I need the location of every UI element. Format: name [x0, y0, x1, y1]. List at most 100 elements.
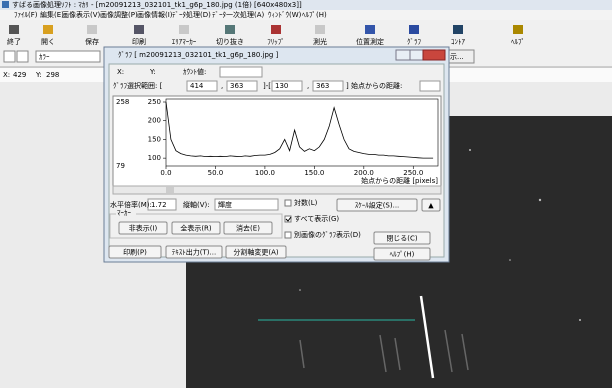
- tool-label[interactable]: 位置測定: [356, 37, 384, 46]
- y-label: Y:: [35, 71, 42, 79]
- tool-icon: [134, 25, 144, 34]
- tool-label[interactable]: ﾍﾙﾌﾟ: [511, 38, 525, 46]
- range-label: ｸﾞﾗﾌ選択範囲: [: [113, 81, 163, 90]
- menu-item: 画像情報(I): [137, 10, 173, 19]
- star: [509, 259, 511, 261]
- distance-label: ] 始点からの距離:: [346, 81, 402, 90]
- tool-label[interactable]: 保存: [85, 37, 99, 46]
- y-label: Y:: [149, 68, 156, 76]
- menu-item: ﾌｧｲﾙ(F): [14, 11, 38, 19]
- tool-icon: [271, 25, 281, 34]
- maximize-button[interactable]: [410, 50, 423, 60]
- tool-icon: [365, 25, 375, 34]
- x-tick-label: 200.0: [354, 169, 374, 177]
- count-label: ｶｳﾝﾄ値:: [183, 67, 206, 76]
- h-scale-value: 1.72: [151, 201, 167, 209]
- minimize-button[interactable]: [396, 50, 410, 60]
- count-box: [220, 67, 262, 77]
- range-value: 363: [230, 82, 243, 90]
- window-title: すばる画像処理ｿﾌﾄ : ﾏｶﾘ - [m20091213_032101_tk1…: [12, 0, 302, 9]
- range-value: 130: [275, 82, 288, 90]
- tool-icon: [179, 25, 189, 34]
- range-value: 414: [190, 82, 204, 90]
- v-axis-label: 縦軸(V):: [183, 200, 210, 209]
- tool-label[interactable]: ﾌﾘｯﾌﾟ: [267, 38, 285, 46]
- scroll-thumb[interactable]: [166, 187, 174, 193]
- tool-label[interactable]: 開く: [41, 38, 55, 46]
- button-label: 全表示(R): [180, 224, 212, 233]
- button-label[interactable]: 印刷(P): [123, 249, 147, 257]
- star: [299, 289, 301, 291]
- button-label[interactable]: ﾃｷｽﾄ出力(T)...: [172, 248, 216, 257]
- zoom-out-button[interactable]: [17, 51, 28, 62]
- screen: すばる画像処理ｿﾌﾄ : ﾏｶﾘ - [m20091213_032101_tk1…: [0, 0, 612, 388]
- tool-icon: [225, 25, 235, 34]
- tool-icon: [513, 25, 523, 34]
- tool-icon: [315, 25, 325, 34]
- button-label[interactable]: ﾍﾙﾌﾟ(H): [390, 251, 415, 259]
- checkbox-label: 別画像のｸﾞﾗﾌ表示(D): [294, 230, 361, 239]
- star: [579, 319, 581, 321]
- range-separator: ]-[: [263, 82, 271, 90]
- x-tick-label: 50.0: [208, 169, 224, 177]
- x-tick-label: 250.0: [403, 169, 423, 177]
- x-tick-label: 100.0: [255, 169, 275, 177]
- range-value: 363: [316, 82, 329, 90]
- color-select-label: ｶﾗｰ: [39, 53, 50, 61]
- y-tick-label: 100: [148, 154, 161, 162]
- x-label: X:: [117, 68, 124, 76]
- y-tick-label: 150: [148, 135, 161, 143]
- y-tick-label: 250: [148, 98, 161, 106]
- button-label: 分割軸変更(A): [233, 248, 279, 257]
- checkbox[interactable]: [285, 232, 291, 238]
- tool-icon: [43, 25, 53, 34]
- y-limit-label: 79: [116, 162, 125, 170]
- tool-label[interactable]: 測光: [313, 37, 327, 46]
- x-axis-label: 始点からの距離 [pixels]: [361, 176, 438, 185]
- x-tick-label: 150.0: [304, 169, 324, 177]
- dialog-title: ｸﾞﾗﾌ [ m20091213_032101_tk1_g6p_180.jpg …: [118, 51, 279, 59]
- tool-label[interactable]: ｴﾘｱﾏｰｶｰ: [172, 38, 197, 46]
- y-tick-label: 200: [148, 117, 161, 125]
- scrollbar[interactable]: [113, 186, 441, 194]
- menu-item: ﾃﾞｰﾀ処理(D): [172, 10, 211, 19]
- range-separator: ,: [307, 82, 309, 90]
- button-label[interactable]: 消去(E): [236, 224, 260, 233]
- tool-label[interactable]: ｺﾝﾄｱ: [451, 38, 465, 46]
- button-label[interactable]: ▲: [428, 202, 434, 210]
- tool-icon: [409, 25, 419, 34]
- x-tick-label: 0.0: [160, 169, 171, 177]
- h-scale-label: 水平倍率(M):: [110, 200, 152, 209]
- checkbox[interactable]: [285, 200, 291, 206]
- menu-item: 編集(E): [40, 10, 64, 19]
- distance-box: [420, 81, 440, 91]
- star: [539, 199, 541, 201]
- button-label[interactable]: 閉じる(C): [386, 235, 418, 243]
- tool-icon: [9, 25, 19, 34]
- display-button-label: 示...: [450, 53, 464, 61]
- menu-item: ﾃﾞｰﾀ一次処理(A): [212, 10, 265, 19]
- marker-label: ﾏｰｶｰ: [117, 209, 131, 217]
- app-icon: [2, 1, 9, 8]
- tool-label[interactable]: 印刷: [132, 38, 146, 46]
- menu-item: ｳｨﾝﾄﾞｳ(W): [268, 11, 302, 19]
- tool-icon: [87, 25, 97, 34]
- tool-label[interactable]: 切り抜き: [216, 37, 244, 46]
- x-label: X:: [3, 71, 10, 79]
- button-label[interactable]: ｽｹｰﾙ設定(S)...: [355, 201, 400, 210]
- star: [469, 149, 471, 151]
- y-value: 298: [46, 71, 59, 79]
- menu-item: 画像表示(V): [62, 10, 101, 19]
- x-value: 429: [13, 71, 26, 79]
- tool-label[interactable]: 終了: [7, 37, 21, 46]
- checkbox-label: すべて表示(G): [294, 214, 339, 223]
- menu-item: ﾍﾙﾌﾟ(H): [302, 11, 327, 19]
- tool-label[interactable]: ｸﾞﾗﾌ: [407, 38, 421, 46]
- menu-item: 画像調整(P): [100, 10, 138, 19]
- y-limit-label: 258: [116, 98, 129, 106]
- tool-icon: [453, 25, 463, 34]
- checkbox-label: 対数(L): [294, 198, 318, 207]
- close-button[interactable]: [423, 50, 445, 60]
- button-label[interactable]: 非表示(I): [129, 224, 158, 233]
- zoom-in-button[interactable]: [4, 51, 15, 62]
